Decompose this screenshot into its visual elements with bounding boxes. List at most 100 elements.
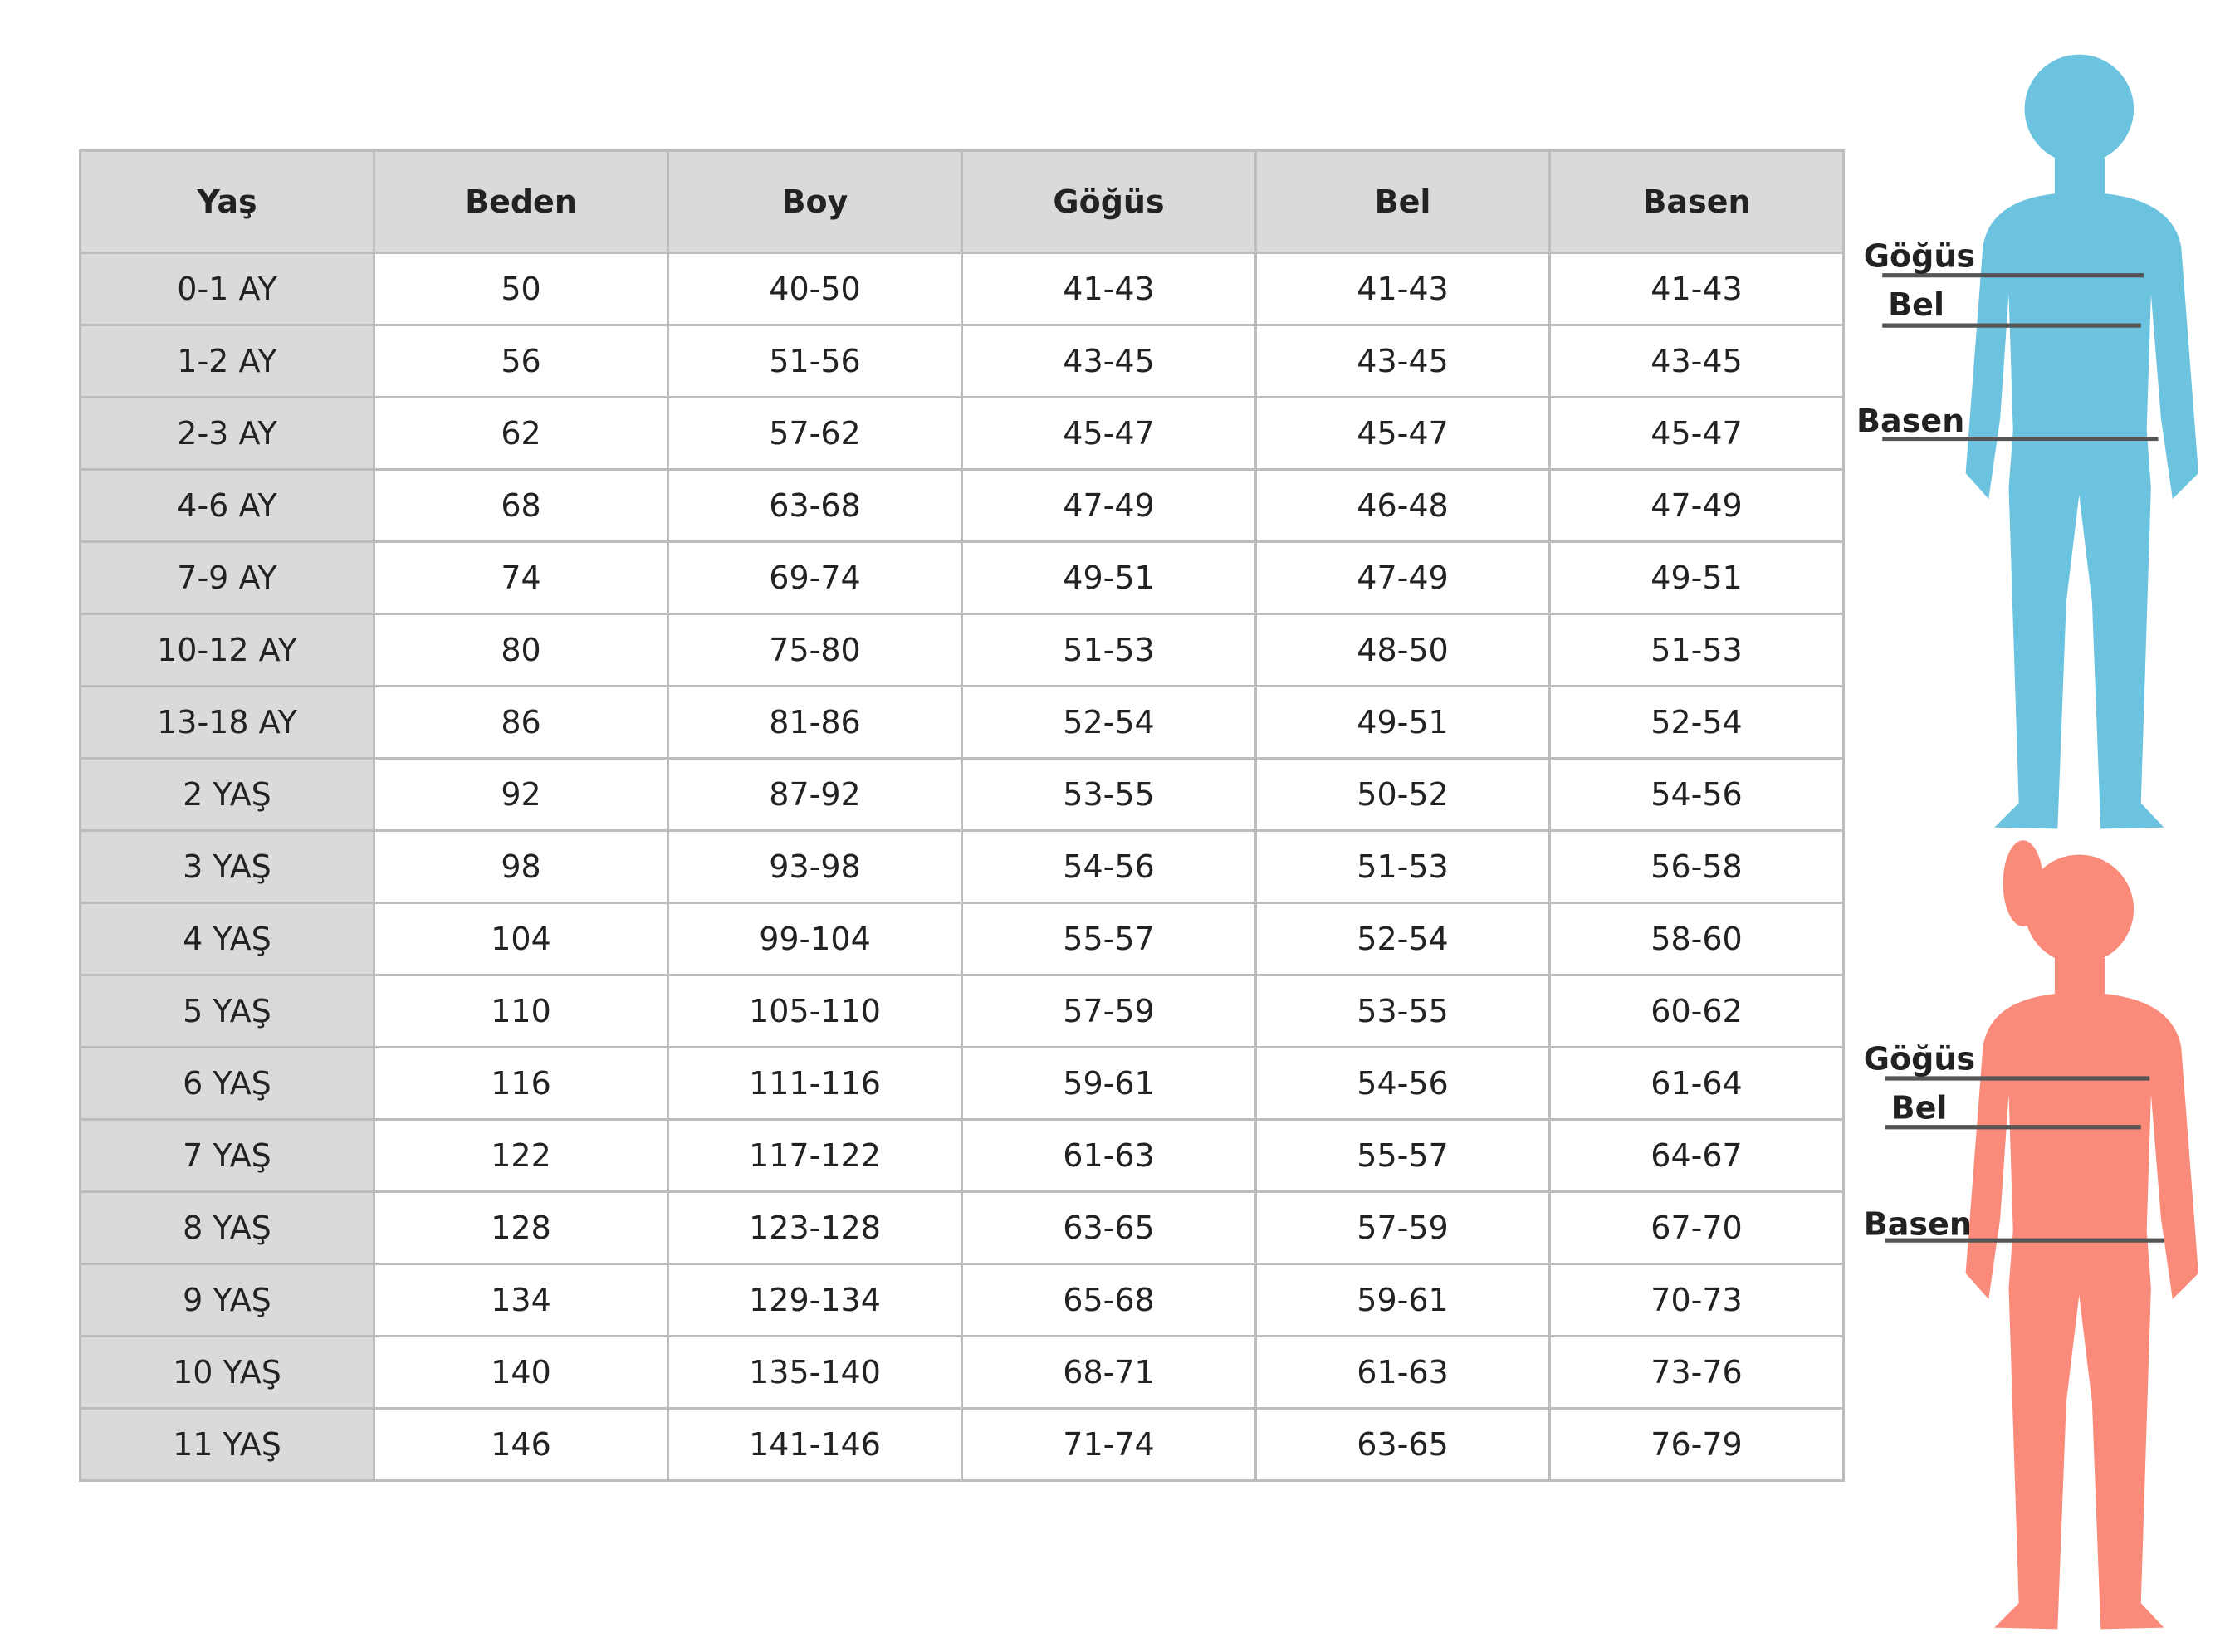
table-cell: 58-60	[1548, 902, 1845, 976]
table-cell: 70-73	[1548, 1263, 1845, 1337]
table-cell: 6 YAŞ	[79, 1046, 375, 1121]
header-cell: Yaş	[79, 149, 375, 254]
table-cell: 146	[373, 1407, 669, 1482]
table-cell: 87-92	[667, 757, 963, 832]
table-cell: 52-54	[1548, 685, 1845, 760]
table-cell: 98	[373, 829, 669, 904]
table-cell: 2-3 AY	[79, 396, 375, 471]
table-cell: 68-71	[961, 1335, 1257, 1410]
table-cell: 55-57	[1254, 1118, 1551, 1193]
table-cell: 80	[373, 613, 669, 687]
header-cell: Göğüs	[961, 149, 1257, 254]
table-cell: 63-68	[667, 468, 963, 543]
table-cell: 51-53	[1548, 613, 1845, 687]
table-cell: 3 YAŞ	[79, 829, 375, 904]
table-cell: 122	[373, 1118, 669, 1193]
boy-figure	[1965, 54, 2198, 829]
table-cell: 47-49	[1548, 468, 1845, 543]
girl-figure	[1965, 840, 2198, 1630]
table-cell: 55-57	[961, 902, 1257, 976]
table-cell: 53-55	[1254, 974, 1551, 1048]
table-cell: 13-18 AY	[79, 685, 375, 760]
table-cell: 54-56	[961, 829, 1257, 904]
table-cell: 81-86	[667, 685, 963, 760]
header-cell: Boy	[667, 149, 963, 254]
table-cell: 123-128	[667, 1190, 963, 1265]
table-cell: 7-9 AY	[79, 540, 375, 615]
header-cell: Bel	[1254, 149, 1551, 254]
table-cell: 56-58	[1548, 829, 1845, 904]
table-cell: 104	[373, 902, 669, 976]
table-row: 4 YAŞ 104 99-104 55-57 52-54 58-60	[79, 902, 1845, 976]
table-cell: 69-74	[667, 540, 963, 615]
table-cell: 50	[373, 252, 669, 326]
table-row: 1-2 AY 56 51-56 43-45 43-45 43-45	[79, 324, 1845, 398]
table-cell: 10-12 AY	[79, 613, 375, 687]
table-cell: 74	[373, 540, 669, 615]
table-cell: 129-134	[667, 1263, 963, 1337]
table-cell: 43-45	[1254, 324, 1551, 398]
table-cell: 47-49	[1254, 540, 1551, 615]
figure-label: Göğüs	[1864, 1041, 1975, 1078]
table-cell: 57-59	[1254, 1190, 1551, 1265]
table-cell: 62	[373, 396, 669, 471]
table-cell: 111-116	[667, 1046, 963, 1121]
table-cell: 59-61	[961, 1046, 1257, 1121]
table-cell: 54-56	[1254, 1046, 1551, 1121]
table-cell: 45-47	[1548, 396, 1845, 471]
table-cell: 7 YAŞ	[79, 1118, 375, 1193]
table-cell: 61-63	[961, 1118, 1257, 1193]
table-cell: 110	[373, 974, 669, 1048]
table-cell: 63-65	[961, 1190, 1257, 1265]
table-cell: 60-62	[1548, 974, 1845, 1048]
table-cell: 1-2 AY	[79, 324, 375, 398]
table-cell: 73-76	[1548, 1335, 1845, 1410]
table-cell: 50-52	[1254, 757, 1551, 832]
table-row: 7-9 AY 74 69-74 49-51 47-49 49-51	[79, 540, 1845, 615]
table-cell: 9 YAŞ	[79, 1263, 375, 1337]
table-cell: 43-45	[1548, 324, 1845, 398]
table-cell: 134	[373, 1263, 669, 1337]
table-cell: 53-55	[961, 757, 1257, 832]
table-cell: 117-122	[667, 1118, 963, 1193]
header-cell: Beden	[373, 149, 669, 254]
table-row: 0-1 AY 50 40-50 41-43 41-43 41-43	[79, 252, 1845, 326]
table-row: 10 YAŞ 140 135-140 68-71 61-63 73-76	[79, 1335, 1845, 1410]
table-cell: 51-56	[667, 324, 963, 398]
table-cell: 56	[373, 324, 669, 398]
table-cell: 141-146	[667, 1407, 963, 1482]
header-row: Yaş Beden Boy Göğüs Bel Basen	[79, 149, 1845, 254]
measure-lines	[1882, 273, 2164, 1243]
table-cell: 49-51	[961, 540, 1257, 615]
table-cell: 86	[373, 685, 669, 760]
table-cell: 52-54	[961, 685, 1257, 760]
table-cell: 41-43	[1254, 252, 1551, 326]
table-cell: 61-64	[1548, 1046, 1845, 1121]
table-cell: 41-43	[961, 252, 1257, 326]
table-cell: 41-43	[1548, 252, 1845, 326]
table-cell: 128	[373, 1190, 669, 1265]
table-cell: 93-98	[667, 829, 963, 904]
table-cell: 68	[373, 468, 669, 543]
table-cell: 57-62	[667, 396, 963, 471]
table-cell: 105-110	[667, 974, 963, 1048]
table-cell: 71-74	[961, 1407, 1257, 1482]
table-cell: 51-53	[1254, 829, 1551, 904]
table-cell: 99-104	[667, 902, 963, 976]
table-cell: 51-53	[961, 613, 1257, 687]
table-cell: 48-50	[1254, 613, 1551, 687]
table-cell: 4-6 AY	[79, 468, 375, 543]
figure-label: Bel	[1891, 1089, 1948, 1126]
table-cell: 64-67	[1548, 1118, 1845, 1193]
table-cell: 116	[373, 1046, 669, 1121]
table-cell: 45-47	[961, 396, 1257, 471]
figure-label: Basen	[1856, 403, 1964, 439]
header-cell: Basen	[1548, 149, 1845, 254]
table-cell: 52-54	[1254, 902, 1551, 976]
table-cell: 57-59	[961, 974, 1257, 1048]
table-cell: 140	[373, 1335, 669, 1410]
table-cell: 47-49	[961, 468, 1257, 543]
table-row: 8 YAŞ 128 123-128 63-65 57-59 67-70	[79, 1190, 1845, 1265]
table-row: 2 YAŞ 92 87-92 53-55 50-52 54-56	[79, 757, 1845, 832]
table-row: 13-18 AY 86 81-86 52-54 49-51 52-54	[79, 685, 1845, 760]
